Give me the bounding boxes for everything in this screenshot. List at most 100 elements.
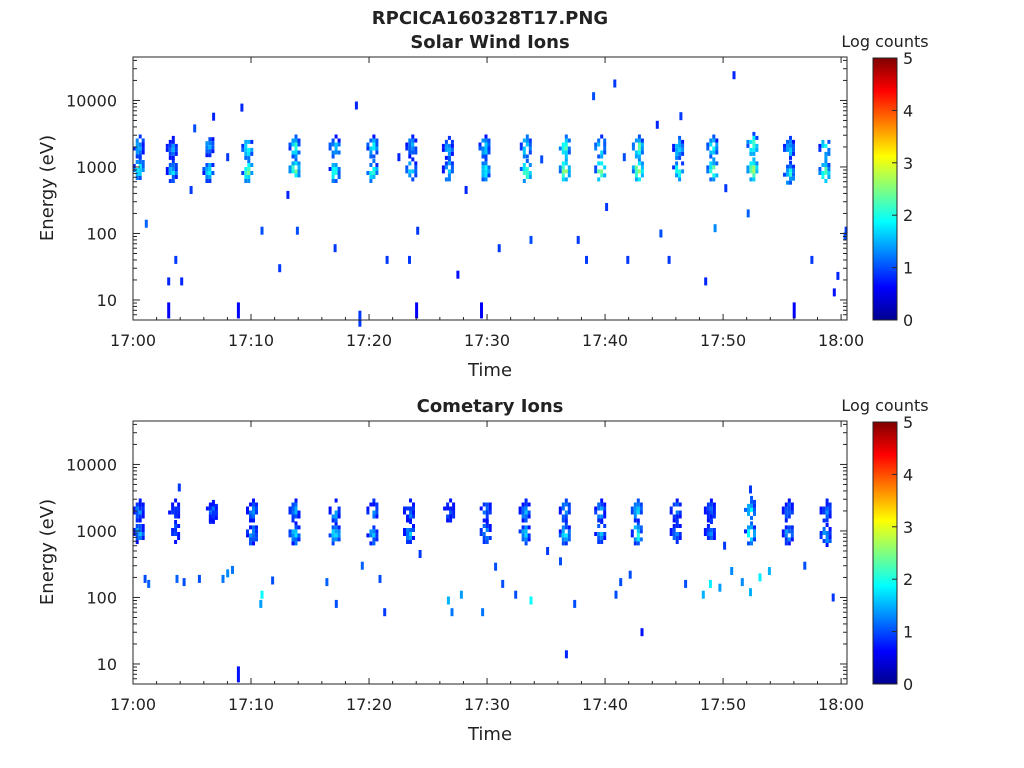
data-pixel bbox=[787, 498, 791, 503]
data-pixel bbox=[564, 521, 568, 526]
data-pixel bbox=[328, 510, 332, 515]
data-pixel bbox=[135, 506, 139, 511]
data-pixel bbox=[294, 150, 298, 155]
data-pixel bbox=[252, 506, 255, 511]
data-pixel bbox=[214, 510, 218, 515]
data-pixel bbox=[594, 506, 598, 511]
data-pixel bbox=[291, 138, 295, 143]
data-pixel bbox=[411, 138, 415, 143]
data-pixel bbox=[746, 143, 750, 148]
data-point bbox=[415, 302, 419, 319]
data-pixel bbox=[747, 533, 750, 538]
data-pixel bbox=[640, 150, 644, 155]
data-pixel bbox=[636, 518, 640, 523]
data-pixel bbox=[331, 179, 335, 183]
data-cluster bbox=[405, 134, 418, 182]
data-pixel bbox=[819, 506, 823, 511]
data-pixel bbox=[447, 169, 451, 174]
colorbar-label: Log counts bbox=[841, 32, 928, 51]
data-pixel bbox=[331, 537, 335, 542]
data-pixel bbox=[132, 528, 136, 532]
data-pixel bbox=[247, 139, 251, 144]
data-pixel bbox=[603, 150, 607, 155]
figure-title: RPCICA160328T17.PNG bbox=[372, 8, 608, 29]
data-pixel bbox=[135, 532, 139, 536]
data-pixel bbox=[746, 169, 750, 174]
data-pixel bbox=[784, 529, 788, 534]
data-pixel bbox=[790, 537, 794, 542]
data-cluster bbox=[594, 498, 607, 544]
data-point bbox=[832, 288, 836, 297]
data-pixel bbox=[637, 169, 641, 174]
data-pixel bbox=[165, 167, 169, 171]
data-pixel bbox=[825, 498, 829, 503]
data-pixel bbox=[135, 524, 139, 528]
data-pixel bbox=[781, 506, 785, 511]
data-pixel bbox=[211, 499, 215, 504]
panel-title: Cometary Ions bbox=[417, 396, 564, 417]
data-pixel bbox=[630, 506, 634, 511]
heatmap-plot-area bbox=[132, 483, 835, 683]
data-pixel bbox=[241, 171, 245, 175]
data-pixel bbox=[637, 177, 641, 182]
data-pixel bbox=[709, 506, 713, 511]
data-pixel bbox=[821, 143, 825, 148]
data-pixel bbox=[297, 537, 301, 542]
data-pixel bbox=[678, 514, 682, 519]
data-point bbox=[175, 574, 179, 583]
data-pixel bbox=[561, 173, 565, 178]
data-pixel bbox=[294, 173, 298, 178]
data-pixel bbox=[821, 175, 825, 179]
data-pixel bbox=[558, 165, 562, 170]
data-pixel bbox=[334, 179, 338, 183]
data-pixel bbox=[828, 514, 832, 519]
data-pixel bbox=[171, 159, 175, 163]
data-pixel bbox=[291, 529, 295, 534]
data-pixel bbox=[712, 150, 716, 155]
data-pixel bbox=[141, 146, 145, 151]
data-pixel bbox=[750, 525, 753, 530]
data-pixel bbox=[211, 514, 215, 519]
data-pixel bbox=[675, 502, 679, 507]
data-pixel bbox=[375, 533, 379, 538]
data-pixel bbox=[706, 524, 710, 528]
data-pixel bbox=[637, 146, 641, 151]
data-pixel bbox=[250, 163, 254, 167]
data-pixel bbox=[558, 169, 562, 174]
data-pixel bbox=[561, 177, 565, 182]
data-pixel bbox=[519, 142, 523, 147]
data-pixel bbox=[372, 175, 376, 179]
data-pixel bbox=[675, 151, 679, 156]
data-pixel bbox=[481, 150, 485, 155]
data-pixel bbox=[452, 502, 456, 507]
data-point bbox=[286, 190, 290, 199]
data-pixel bbox=[171, 179, 175, 183]
data-pixel bbox=[706, 165, 710, 170]
data-pixel bbox=[141, 160, 145, 164]
data-point bbox=[844, 226, 848, 235]
data-pixel bbox=[412, 506, 415, 511]
data-pixel bbox=[208, 502, 212, 507]
data-pixel bbox=[600, 150, 604, 155]
data-pixel bbox=[366, 171, 370, 175]
data-pixel bbox=[208, 167, 212, 171]
data-pixel bbox=[675, 518, 679, 523]
data-pixel bbox=[678, 143, 682, 148]
data-point bbox=[501, 579, 505, 588]
data-pixel bbox=[787, 529, 791, 534]
data-pixel bbox=[715, 142, 719, 147]
data-pixel bbox=[634, 165, 638, 170]
data-pixel bbox=[597, 138, 601, 143]
data-pixel bbox=[784, 510, 788, 515]
data-point bbox=[182, 578, 186, 587]
data-pixel bbox=[177, 536, 181, 540]
data-pixel bbox=[337, 175, 341, 179]
data-pixel bbox=[297, 533, 301, 538]
data-pixel bbox=[527, 510, 531, 515]
data-pixel bbox=[755, 169, 759, 174]
data-pixel bbox=[291, 502, 295, 507]
data-point bbox=[354, 101, 358, 110]
data-pixel bbox=[450, 143, 454, 148]
data-pixel bbox=[168, 510, 172, 515]
data-pixel bbox=[138, 134, 142, 139]
